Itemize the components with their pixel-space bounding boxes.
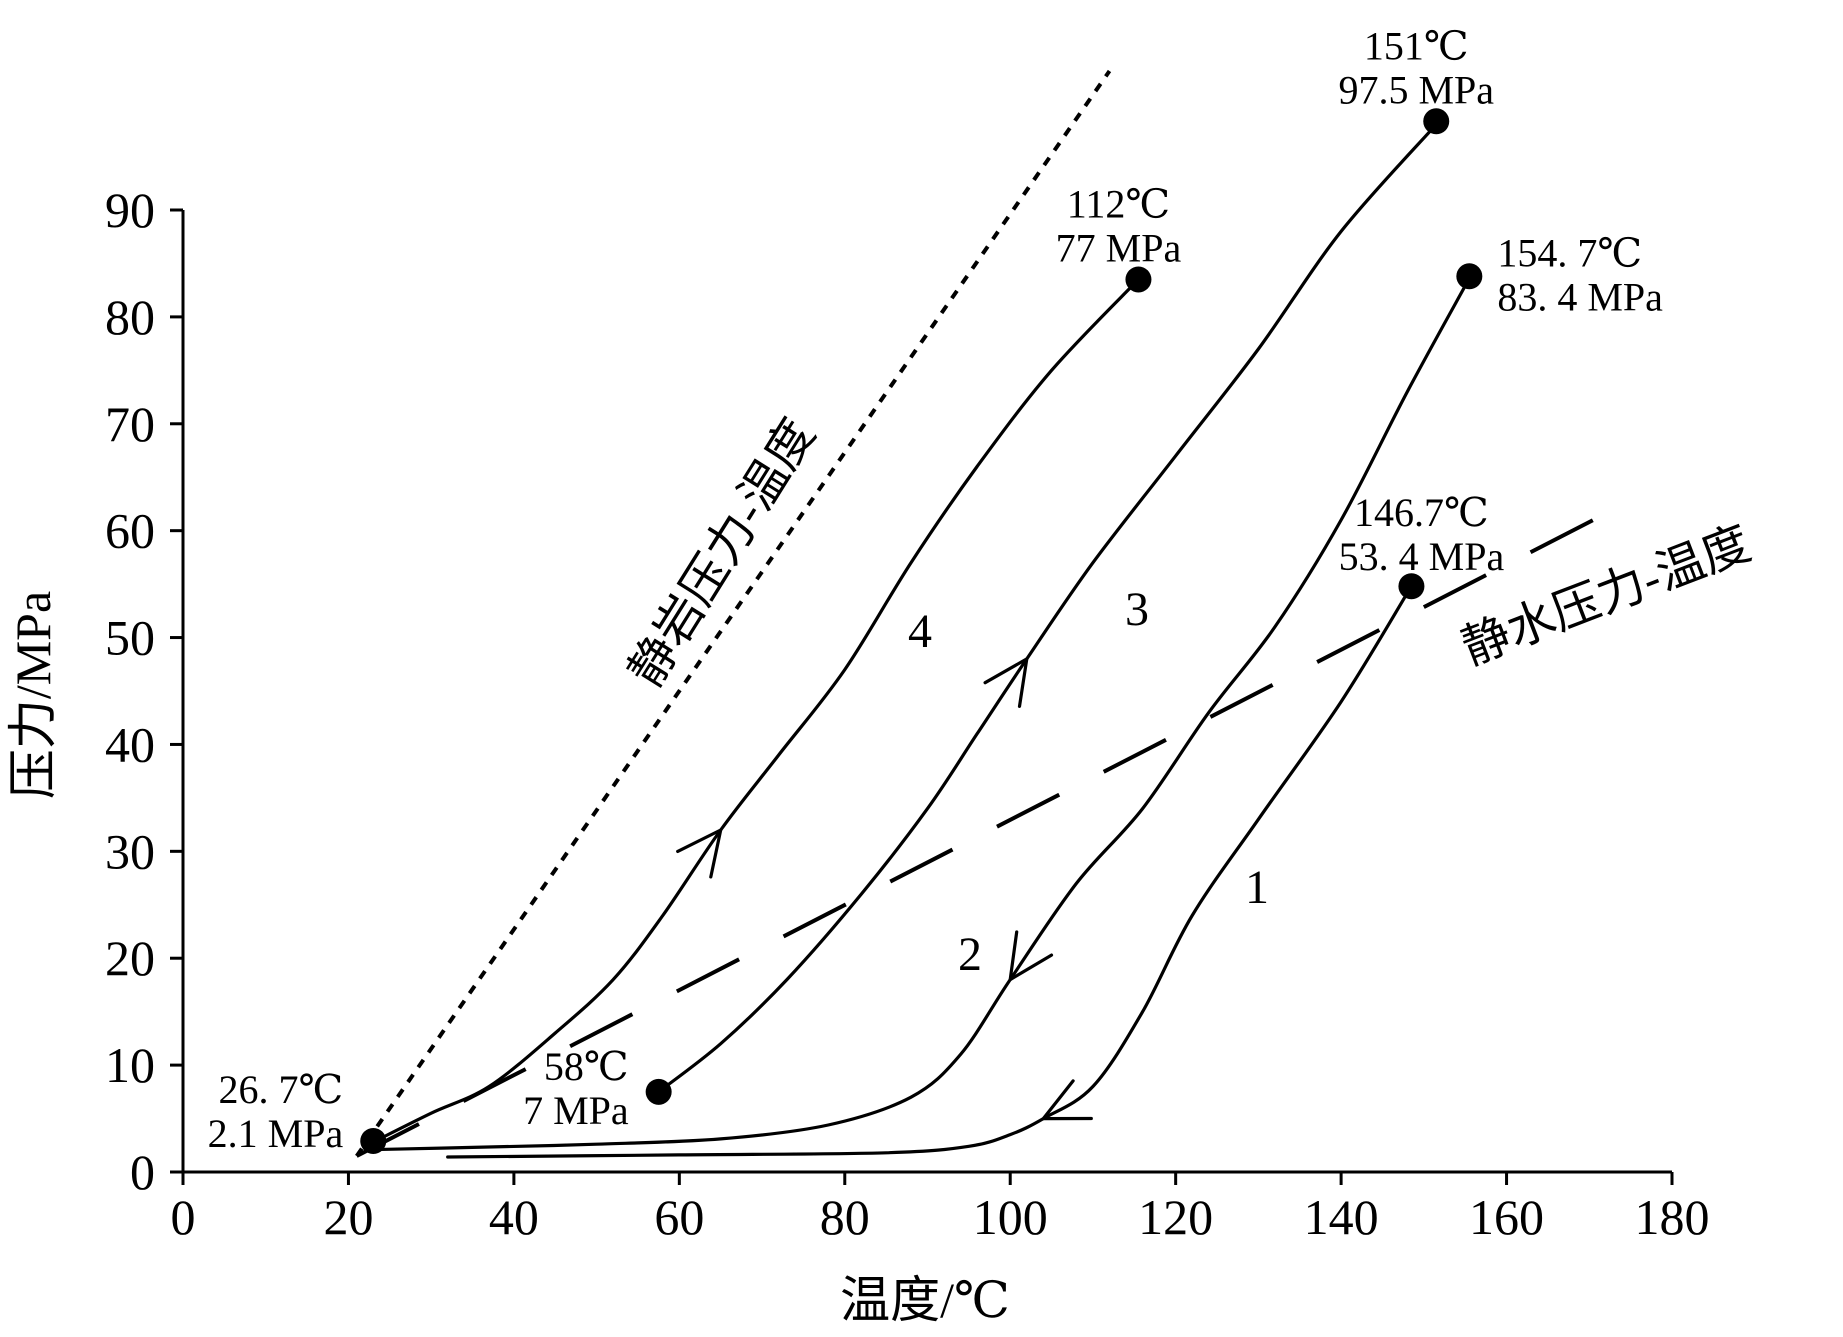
- curve-number-3: 3: [1125, 583, 1149, 636]
- point-marker: [1125, 266, 1152, 293]
- y-tick-label: 40: [105, 716, 155, 772]
- curve-number-2: 2: [958, 928, 982, 981]
- arrow-curve-2: [1008, 930, 1054, 982]
- x-tick-label: 20: [323, 1189, 373, 1245]
- point-markers: [360, 108, 1483, 1155]
- point-annotation-line: 26. 7℃: [219, 1067, 344, 1112]
- y-tick-label: 90: [105, 182, 155, 238]
- arrow-curve-1: [1041, 1079, 1093, 1121]
- lithostatic-line-label: 静岩压力-温度: [619, 410, 825, 696]
- x-tick-label: 120: [1138, 1189, 1213, 1245]
- point-annotation-line: 146.7℃: [1354, 490, 1489, 535]
- x-tick-label: 140: [1304, 1189, 1379, 1245]
- x-tick-label: 80: [820, 1189, 870, 1245]
- point-annotation-line: 83. 4 MPa: [1497, 274, 1663, 319]
- x-tick-label: 100: [973, 1189, 1048, 1245]
- point-annotation-line: 77 MPa: [1056, 225, 1182, 270]
- point-marker: [645, 1078, 672, 1105]
- curves: [371, 122, 1471, 1159]
- x-axis-title: 温度/℃: [840, 1272, 1010, 1328]
- x-tick-label: 160: [1469, 1189, 1544, 1245]
- point-annotation-line: 97.5 MPa: [1338, 67, 1494, 112]
- lithostatic-pressure-line: [355, 69, 1112, 1158]
- point-annotation-line: 112℃: [1067, 181, 1170, 226]
- direction-arrows: [676, 657, 1093, 1121]
- point-annotation-line: 58℃: [544, 1044, 629, 1089]
- y-tick-label: 80: [105, 289, 155, 345]
- curve-3: [657, 122, 1438, 1094]
- arrow-curve-4: [676, 828, 723, 879]
- x-tick-label: 60: [654, 1189, 704, 1245]
- point-marker: [1398, 573, 1425, 600]
- point-annotation-line: 53. 4 MPa: [1339, 534, 1505, 579]
- y-tick-label: 20: [105, 930, 155, 986]
- curve-2: [371, 276, 1471, 1152]
- x-tick-label: 0: [171, 1189, 196, 1245]
- reference-lines: [355, 69, 1616, 1158]
- curve-number-1: 1: [1245, 861, 1269, 914]
- y-tick-label: 50: [105, 610, 155, 666]
- point-annotation-line: 7 MPa: [523, 1088, 629, 1133]
- x-ticks: 0 20 40 60 80 100 120 140 160 180: [171, 1172, 1710, 1245]
- point-annotation-line: 151℃: [1364, 23, 1469, 68]
- curve-number-4: 4: [908, 605, 932, 658]
- y-tick-label: 0: [130, 1144, 155, 1200]
- y-tick-label: 30: [105, 823, 155, 879]
- point-annotations: 26. 7℃2.1 MPa 58℃7 MPa 112℃77 MPa 151℃97.5 …: [208, 23, 1663, 1156]
- arrow-curve-3: [983, 657, 1029, 708]
- curve-1: [446, 584, 1413, 1159]
- x-tick-label: 180: [1635, 1189, 1710, 1245]
- y-tick-label: 60: [105, 503, 155, 559]
- y-axis-title: 压力/MPa: [5, 591, 61, 799]
- point-marker: [360, 1128, 387, 1155]
- curve-4: [371, 277, 1140, 1144]
- y-tick-label: 70: [105, 396, 155, 452]
- point-annotation-line: 2.1 MPa: [208, 1111, 344, 1156]
- point-annotation-line: 154. 7℃: [1497, 230, 1642, 275]
- point-marker: [1423, 108, 1450, 135]
- y-tick-label: 10: [105, 1037, 155, 1093]
- y-ticks: 0 10 20 30 40 50 60 70 80 90: [105, 182, 183, 1200]
- point-marker: [1456, 263, 1483, 290]
- x-tick-label: 40: [489, 1189, 539, 1245]
- axes: [181, 210, 1672, 1174]
